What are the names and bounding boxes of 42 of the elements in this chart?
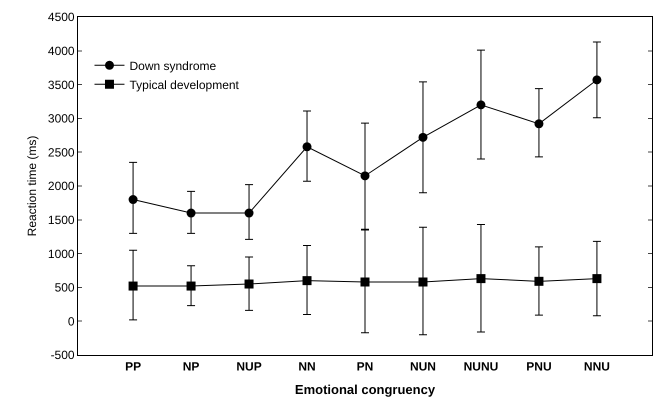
y-tick-label: 500 <box>54 280 75 295</box>
y-tick-label: 1500 <box>48 213 75 227</box>
y-tick-label: 1000 <box>48 246 75 261</box>
legend-label: Typical development <box>129 78 240 92</box>
point <box>592 75 602 84</box>
x-tick-label: NUP <box>236 359 262 374</box>
x-tick-label: NUN <box>410 359 436 374</box>
point <box>244 280 254 289</box>
x-tick-label: NNU <box>584 359 610 374</box>
y-tick-label: 4000 <box>48 44 75 58</box>
x-tick-label: PP <box>125 359 142 374</box>
y-tick-label: 4500 <box>48 10 75 24</box>
point <box>302 142 312 152</box>
point <box>302 276 312 286</box>
point <box>592 274 602 284</box>
y-tick-label: 2500 <box>48 145 75 160</box>
point <box>128 195 138 204</box>
y-tick-label: -500 <box>50 348 75 362</box>
point <box>534 276 544 286</box>
y-tick-label: 2000 <box>48 179 75 194</box>
y-tick-label: 3000 <box>48 112 75 126</box>
y-axis-title: Reaction time (ms) <box>25 136 40 236</box>
x-tick-label: NN <box>298 359 316 374</box>
point <box>186 282 196 291</box>
point <box>418 132 428 142</box>
y-tick-label: 3500 <box>48 78 75 92</box>
x-tick-label: PN <box>356 359 374 374</box>
point <box>476 274 486 284</box>
x-tick-label: PNU <box>526 359 552 374</box>
point <box>128 282 138 291</box>
point <box>186 208 196 218</box>
x-tick-label: NUNU <box>464 359 498 374</box>
x-tick-label: NP <box>182 359 200 374</box>
point <box>360 277 370 286</box>
legend-label: Down syndrome <box>129 58 217 73</box>
point <box>244 208 254 218</box>
point <box>418 277 428 286</box>
point <box>534 119 544 128</box>
point <box>360 171 370 180</box>
x-axis-title: Emotional congruency <box>294 382 436 397</box>
point <box>476 100 486 110</box>
y-tick-label: 0 <box>68 314 75 328</box>
